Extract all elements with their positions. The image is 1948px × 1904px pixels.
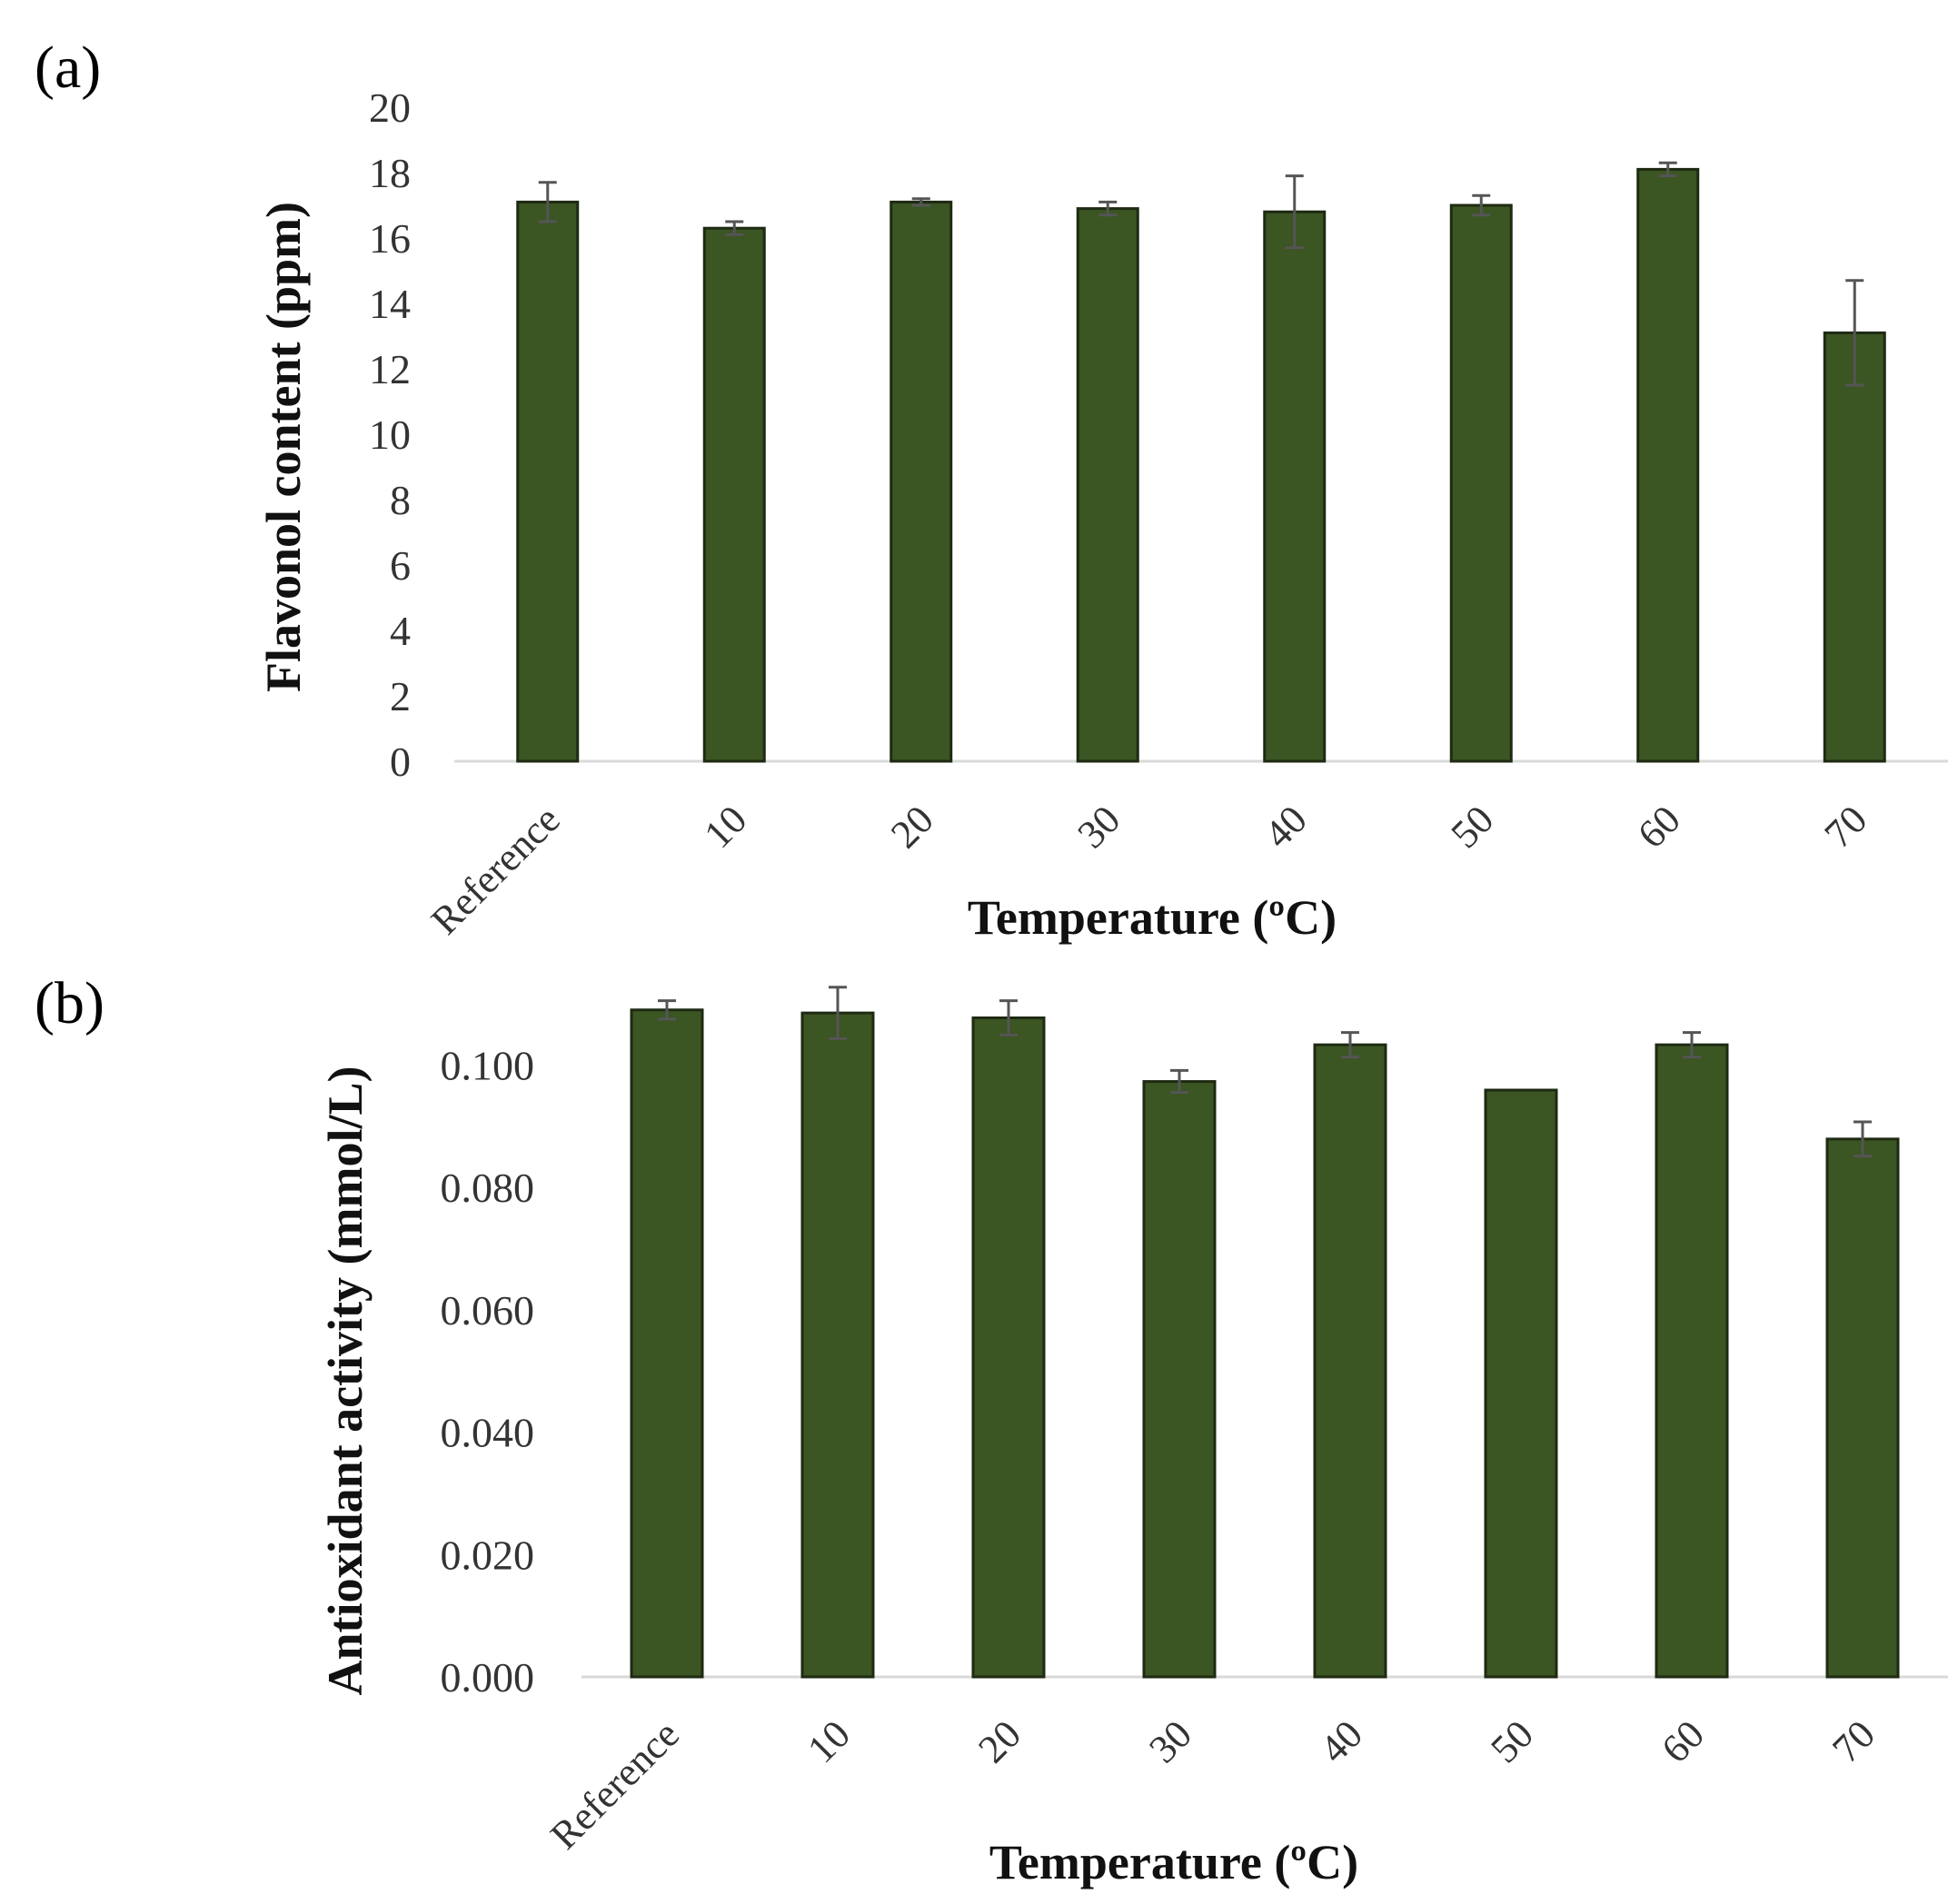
x-axis-title: Temperature (ºC) <box>989 1835 1358 1889</box>
x-tick-label: 50 <box>1443 797 1503 857</box>
x-tick-label: 60 <box>1653 1711 1713 1771</box>
x-axis-title: Temperature (ºC) <box>968 890 1337 945</box>
bar-50 <box>1449 203 1513 763</box>
x-tick-label: 40 <box>1311 1711 1371 1771</box>
panel-label-b: (b) <box>35 970 104 1036</box>
x-tick-label: 40 <box>1256 797 1316 857</box>
bar-70 <box>1823 331 1886 763</box>
x-tick-label: 70 <box>1816 797 1876 857</box>
x-tick-label: Reference <box>542 1711 688 1858</box>
y-tick-label: 6 <box>390 542 411 589</box>
y-tick-label: 12 <box>369 346 411 392</box>
y-tick-label: 2 <box>390 673 411 719</box>
bar-30 <box>1142 1080 1217 1679</box>
y-tick-label: 8 <box>390 477 411 523</box>
x-tick-label: 30 <box>1069 797 1129 857</box>
x-tick-label: Reference <box>422 797 569 943</box>
x-tick-label: 10 <box>696 797 756 857</box>
bar-60 <box>1655 1043 1729 1679</box>
y-tick-label: 18 <box>369 150 411 196</box>
x-tick-label: 20 <box>882 797 942 857</box>
y-axis-title: Flavonol content (ppm) <box>256 202 311 692</box>
bar-40 <box>1313 1043 1387 1679</box>
y-tick-label: 0.100 <box>441 1042 535 1088</box>
x-tick-label: 30 <box>1140 1711 1200 1771</box>
y-tick-label: 0.040 <box>441 1410 535 1456</box>
bar-20 <box>971 1016 1046 1679</box>
y-tick-label: 16 <box>369 215 411 262</box>
bar-70 <box>1825 1137 1900 1679</box>
chart-b: (b) 0.000 0.020 0.040 0.060 0.080 0.100 Referen… <box>35 970 1948 1889</box>
y-tick-label: 10 <box>369 412 411 458</box>
bar-50 <box>1484 1088 1558 1679</box>
y-tick-label: 14 <box>369 281 411 327</box>
bar-60 <box>1636 167 1700 763</box>
bar-10 <box>800 1011 875 1679</box>
x-tick-label: 60 <box>1629 797 1689 857</box>
y-tick-label: 4 <box>390 608 411 654</box>
bar-30 <box>1076 207 1139 763</box>
bar-20 <box>890 200 953 763</box>
bar-Reference <box>516 200 580 763</box>
chart-a: (a) 0 2 4 6 8 10 12 14 16 18 20 Reference 10 20 30 40 50 6… <box>35 35 1948 945</box>
y-tick-label: 0.000 <box>441 1654 535 1701</box>
y-tick-label: 0 <box>390 739 411 785</box>
bar-Reference <box>630 1008 704 1679</box>
y-tick-label: 20 <box>369 84 411 131</box>
x-tick-label: 50 <box>1482 1711 1542 1771</box>
x-tick-label: 20 <box>969 1711 1029 1771</box>
y-tick-label: 0.020 <box>441 1532 535 1578</box>
bar-10 <box>702 226 766 763</box>
bar-40 <box>1263 210 1327 763</box>
y-tick-label: 0.080 <box>441 1165 535 1211</box>
panel-label-a: (a) <box>35 35 101 101</box>
x-tick-label: 10 <box>799 1711 859 1771</box>
y-axis-title: Antioxidant activity (mmol/L) <box>318 1066 373 1696</box>
y-tick-label: 0.060 <box>441 1287 535 1334</box>
x-tick-label: 70 <box>1824 1711 1883 1771</box>
